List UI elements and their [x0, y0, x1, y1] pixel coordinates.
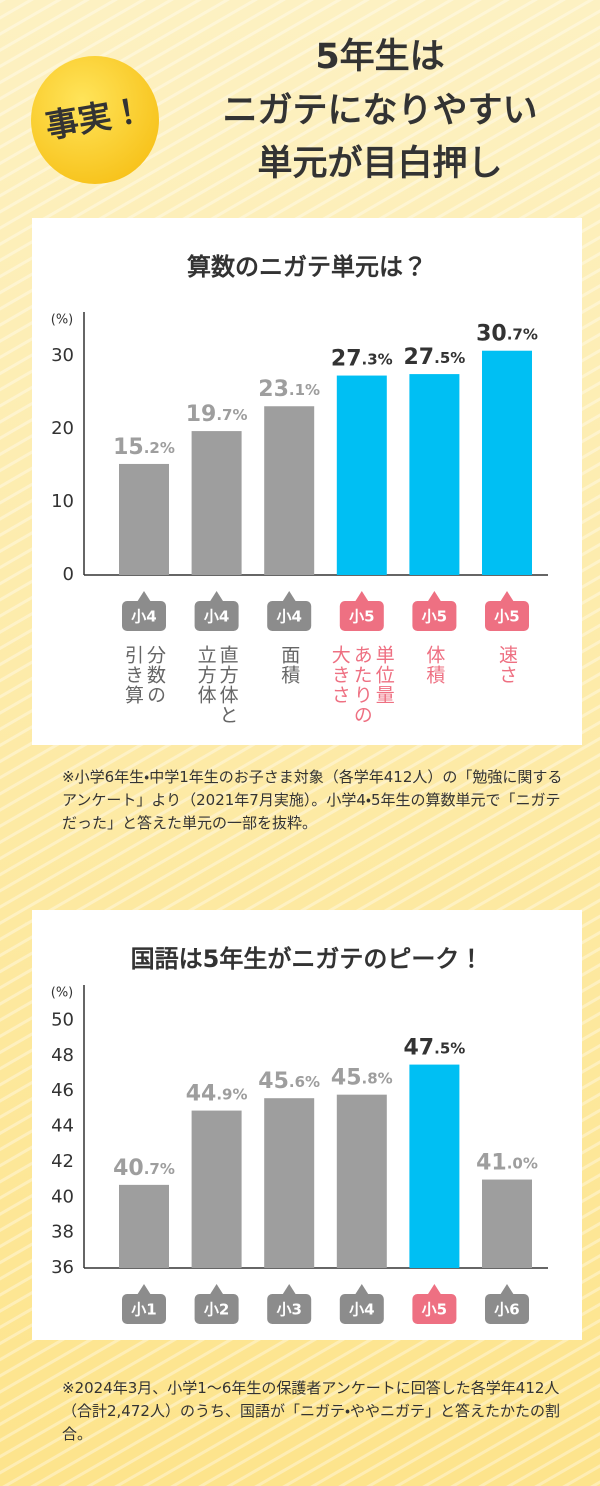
- chart-title: 国語は5年生がニガテのピーク！: [131, 945, 484, 973]
- grade-badge: [194, 1294, 239, 1324]
- value-label: 27.5%: [404, 345, 466, 370]
- category-label: 速さ: [496, 645, 518, 685]
- y-tick-label: 40: [51, 1186, 74, 1207]
- badge-pointer: [500, 1284, 514, 1295]
- bar: [482, 350, 532, 575]
- grade-badge: [412, 1294, 457, 1324]
- grade-label: 小4: [131, 608, 156, 626]
- bar: [482, 1179, 532, 1268]
- value-label: 19.7%: [186, 402, 248, 427]
- badge-pointer: [282, 591, 297, 602]
- bar: [409, 1064, 460, 1268]
- grade-label: 小6: [494, 1301, 519, 1319]
- grade-label: 小5: [422, 1301, 447, 1319]
- grade-label: 小4: [204, 608, 229, 626]
- badge-pointer: [282, 1284, 297, 1295]
- headline: ニガテになりやすい: [222, 91, 537, 131]
- grade-label: 小4: [276, 608, 301, 626]
- y-tick-label: 46: [51, 1080, 74, 1101]
- unit-label: (%): [51, 313, 74, 328]
- value-label: 44.9%: [186, 1082, 248, 1107]
- y-tick-label: 48: [51, 1045, 74, 1066]
- value-label: 15.2%: [113, 435, 175, 460]
- grade-badge: [267, 1294, 312, 1324]
- badge-pointer: [209, 591, 224, 602]
- grade-label: 小4: [349, 1301, 374, 1319]
- category-label: 分数の 引き算: [122, 645, 166, 705]
- bar: [119, 1184, 169, 1268]
- grade-badge: [122, 601, 166, 631]
- y-tick-label: 36: [51, 1257, 74, 1278]
- y-tick-label: 38: [51, 1222, 74, 1243]
- value-label: 40.7%: [113, 1156, 175, 1181]
- grade-badge: [122, 1294, 166, 1324]
- value-label: 27.3%: [331, 347, 393, 372]
- footnote: ※2024年3月、小学1〜6年生の保護者アンケートに回答した各学年412人（合計…: [62, 1379, 561, 1443]
- headline: 5年生は: [315, 37, 444, 77]
- y-tick-label: 30: [51, 345, 74, 366]
- value-label: 47.5%: [404, 1036, 466, 1061]
- grade-label: 小5: [422, 608, 447, 626]
- y-tick-label: 0: [63, 564, 74, 585]
- badge-pointer: [137, 1284, 151, 1295]
- grade-badge: [267, 601, 312, 631]
- category-label: 面積: [278, 645, 301, 685]
- value-label: 45.8%: [331, 1066, 393, 1091]
- bar: [191, 431, 242, 575]
- bar: [336, 1094, 387, 1268]
- badge-circle: [31, 56, 159, 184]
- badge-pointer: [354, 1284, 369, 1295]
- grade-label: 小3: [276, 1301, 301, 1319]
- value-label: 45.6%: [258, 1069, 320, 1094]
- bar: [264, 406, 315, 575]
- badge-pointer: [137, 591, 151, 602]
- bar: [409, 374, 460, 575]
- grade-label: 小1: [131, 1301, 156, 1319]
- chart-title: 算数のニガテ単元は？: [187, 253, 427, 281]
- value-label: 30.7%: [476, 322, 538, 347]
- grade-badge: [194, 601, 239, 631]
- footnote: ※小学6年生・中学1年生のお子さま対象（各学年412人）の「勉強に関するアンケー…: [62, 768, 563, 832]
- badge-pointer: [427, 1284, 442, 1295]
- y-tick-label: 10: [51, 491, 74, 512]
- grade-badge: [339, 601, 384, 631]
- grade-label: 小5: [494, 608, 519, 626]
- unit-label: (%): [51, 986, 74, 1001]
- y-tick-label: 42: [51, 1151, 74, 1172]
- category-label: 体積: [423, 645, 446, 685]
- y-tick-label: 50: [51, 1009, 74, 1030]
- y-tick-label: 20: [51, 418, 74, 439]
- grade-badge: [339, 1294, 384, 1324]
- grade-badge: [485, 601, 529, 631]
- grade-label: 小2: [204, 1301, 229, 1319]
- y-tick-label: 44: [51, 1116, 74, 1137]
- bar: [264, 1098, 315, 1268]
- badge-pointer: [427, 591, 442, 602]
- grade-label: 小5: [349, 608, 374, 626]
- badge-pointer: [354, 591, 369, 602]
- category-label: 直方体と 立方体: [194, 645, 239, 725]
- value-label: 23.1%: [258, 377, 320, 402]
- grade-badge: [485, 1294, 529, 1324]
- headline: 単元が目白押し: [257, 144, 502, 184]
- grade-badge: [412, 601, 457, 631]
- bar: [336, 375, 387, 575]
- bar: [191, 1110, 242, 1268]
- category-label: 単位量 あたりの 大きさ: [328, 645, 395, 725]
- bar: [119, 463, 169, 575]
- badge-pointer: [500, 591, 514, 602]
- value-label: 41.0%: [476, 1151, 538, 1176]
- badge-pointer: [209, 1284, 224, 1295]
